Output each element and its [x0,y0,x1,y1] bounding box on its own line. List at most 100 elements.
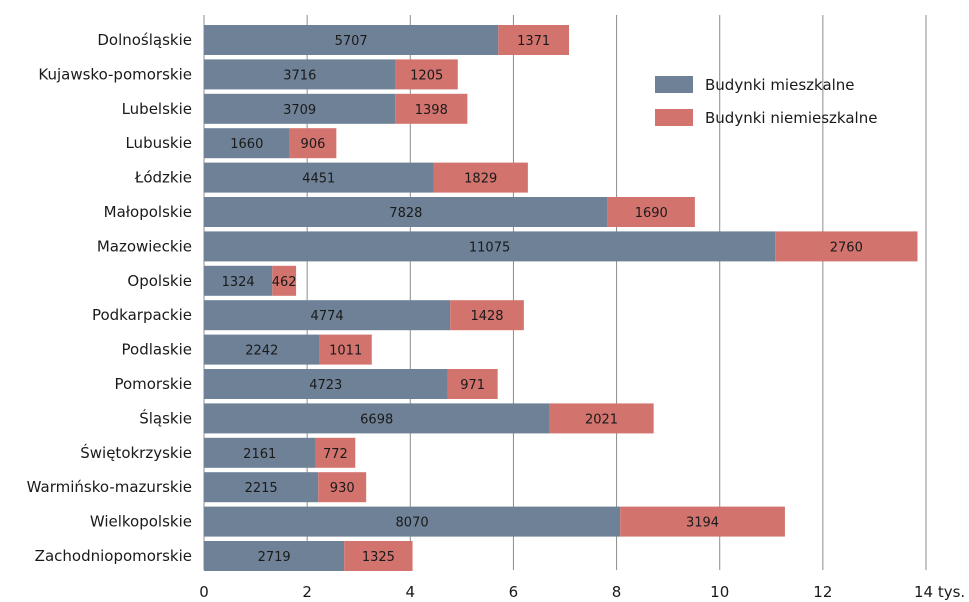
data-label: 4451 [302,172,335,187]
data-label: 5707 [335,34,368,49]
bar-row: 2161 772 [204,437,356,468]
bar-segment-niemieszkalne [395,93,468,124]
bar-segment-niemieszkalne [433,162,528,193]
bar-row: 7828 1690 [204,197,695,227]
x-tick-label: 0 [199,583,209,601]
bar-segment-niemieszkalne [319,334,372,365]
x-tick-label: 4 [406,583,416,601]
bar-segment-niemieszkalne [344,541,413,571]
data-label: 2242 [245,344,278,359]
x-tick-label: 6 [509,583,519,601]
bar-row: 2215 930 [204,472,367,503]
category-label: Podlaskie [122,341,192,359]
data-label: 2760 [830,240,863,255]
bar-row: 1324 462 [204,265,297,296]
bar-segment-mieszkalne [204,472,319,503]
bar-segment-niemieszkalne [498,25,570,55]
bar-segment-niemieszkalne [272,265,297,296]
bar-row: 11075 2760 [204,231,918,262]
category-label: Lubuskie [125,134,192,152]
data-label: 1011 [329,344,362,359]
bar-segment-niemieszkalne [549,403,654,434]
data-label: 4774 [311,309,344,324]
bar-row: 8070 3194 [204,506,785,537]
bar-segment-niemieszkalne [315,437,356,468]
legend-swatch-niemieszkalne [655,109,693,126]
data-label: 3194 [686,516,719,531]
x-tick-label: 14 tys. [914,583,965,601]
bar-segment-mieszkalne [204,265,273,296]
bar-segment-mieszkalne [204,334,320,365]
category-label: Mazowieckie [97,237,192,255]
category-label: Warmińsko-mazurskie [27,478,192,496]
data-label: 7828 [389,206,422,221]
data-label: 6698 [360,412,393,427]
legend-swatch-mieszkalne [655,76,693,93]
bar-segment-mieszkalne [204,93,396,124]
data-label: 772 [323,447,348,462]
category-label: Kujawsko-pomorskie [38,65,192,83]
data-label: 2215 [245,481,278,496]
bar-segment-mieszkalne [204,541,345,571]
category-label: Świętokrzyskie [80,443,192,462]
bar-segment-mieszkalne [204,300,451,331]
bar-row: 3709 1398 [204,93,468,124]
data-label: 1205 [410,68,443,83]
legend-label-mieszkalne: Budynki mieszkalne [705,76,855,94]
category-label: Podkarpackie [92,306,192,324]
data-label: 2161 [243,447,276,462]
x-tick-label: 10 [710,583,729,601]
data-label: 4723 [309,378,342,393]
data-label: 2021 [585,412,618,427]
bar-segment-niemieszkalne [289,128,337,159]
bar-row: 2242 1011 [204,334,372,365]
data-label: 11075 [469,240,510,255]
bar-segment-niemieszkalne [318,472,367,503]
bar-segment-niemieszkalne [607,197,695,227]
bar-row: 4451 1829 [204,162,528,193]
category-label: Łódzkie [134,169,192,187]
data-label: 462 [272,275,297,290]
category-label: Pomorskie [114,375,192,393]
data-label: 971 [460,378,485,393]
data-label: 1398 [415,103,448,118]
bar-segment-mieszkalne [204,403,550,434]
data-label: 1660 [230,137,263,152]
category-label: Wielkopolskie [90,513,192,531]
bar-segment-niemieszkalne [450,300,524,331]
x-axis-ticks: 0 2 4 6 8 10 12 14 tys. [199,583,965,601]
data-label: 1690 [635,206,668,221]
bar-segment-niemieszkalne [620,506,785,537]
legend-label-niemieszkalne: Budynki niemieszkalne [705,109,877,127]
category-label: Opolskie [127,272,192,290]
data-label: 1829 [464,172,497,187]
legend: Budynki mieszkalne Budynki niemieszkalne [655,76,877,127]
bar-segment-mieszkalne [204,231,776,262]
bar-segment-mieszkalne [204,197,608,227]
bar-segment-niemieszkalne [395,59,458,90]
data-label: 906 [301,137,326,152]
bar-segment-niemieszkalne [775,231,918,262]
bars: 5707 1371 3716 1205 3709 1398 1660 906 4451 1829 7… [204,25,918,571]
bar-segment-mieszkalne [204,128,290,159]
bar-row: 4723 971 [204,369,498,399]
data-label: 1324 [222,275,255,290]
bar-row: 2719 1325 [204,541,413,571]
category-label: Lubelskie [122,100,192,118]
category-label: Małopolskie [104,203,192,221]
data-label: 3716 [283,68,316,83]
data-label: 1325 [362,550,395,565]
x-tick-label: 8 [612,583,622,601]
bar-row: 4774 1428 [204,300,524,331]
category-labels: Dolnośląskie Kujawsko-pomorskie Lubelskie L… [27,31,192,565]
bar-segment-mieszkalne [204,162,434,193]
category-label: Śląskie [139,408,192,427]
data-label: 930 [330,481,355,496]
bar-segment-mieszkalne [204,437,316,468]
category-label: Dolnośląskie [97,31,192,49]
x-tick-label: 2 [302,583,312,601]
data-label: 2719 [258,550,291,565]
category-label: Zachodniopomorskie [35,547,192,565]
bar-segment-niemieszkalne [447,369,498,399]
